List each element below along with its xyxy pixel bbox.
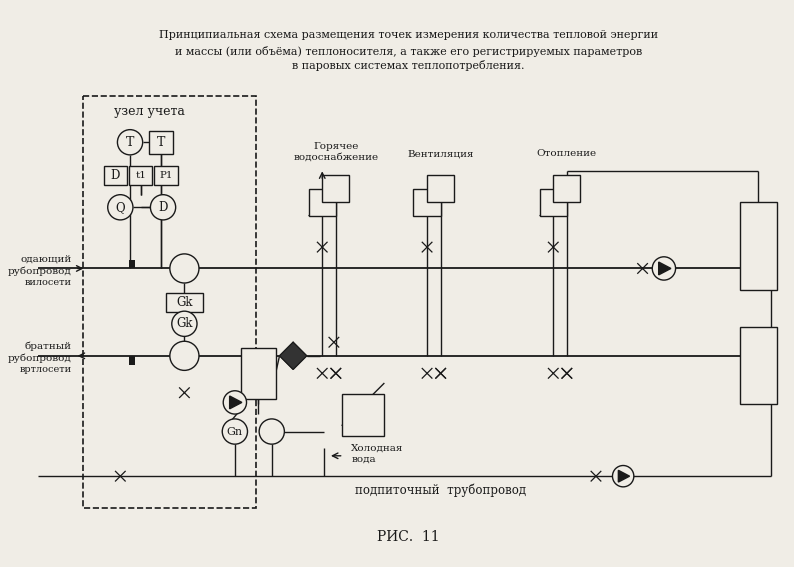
- Text: Gn: Gn: [227, 426, 243, 437]
- Text: братный: братный: [25, 341, 71, 351]
- Bar: [309, 189, 336, 216]
- Text: Отопление: Отопление: [537, 150, 597, 158]
- Bar: [104, 166, 127, 185]
- Polygon shape: [279, 342, 306, 370]
- Bar: [83, 96, 256, 508]
- Circle shape: [612, 466, 634, 487]
- Text: P1: P1: [160, 171, 173, 180]
- Bar: [414, 189, 441, 216]
- Circle shape: [440, 373, 441, 374]
- Bar: [740, 202, 777, 290]
- Text: вилосети: вилосети: [25, 277, 71, 286]
- Circle shape: [322, 246, 323, 248]
- Circle shape: [170, 254, 199, 283]
- Circle shape: [118, 130, 143, 155]
- Text: D: D: [158, 201, 168, 214]
- Circle shape: [335, 373, 337, 374]
- Text: Q: Q: [115, 201, 125, 214]
- Circle shape: [119, 475, 121, 477]
- Bar: [322, 175, 349, 202]
- Polygon shape: [619, 470, 630, 482]
- Bar: [166, 293, 202, 312]
- Text: Холодная
вода: Холодная вода: [352, 444, 403, 464]
- Text: РИС.  11: РИС. 11: [377, 530, 440, 544]
- Circle shape: [566, 373, 568, 374]
- Text: в паровых системах теплопотребления.: в паровых системах теплопотребления.: [292, 60, 525, 71]
- Circle shape: [596, 475, 597, 477]
- Text: D: D: [111, 169, 120, 182]
- Circle shape: [322, 373, 323, 374]
- Bar: [540, 189, 567, 216]
- Text: Gk: Gk: [176, 318, 193, 331]
- Text: вртлосети: вртлосети: [20, 365, 71, 374]
- Circle shape: [183, 392, 185, 393]
- Bar: [341, 393, 384, 437]
- Circle shape: [259, 419, 284, 444]
- Circle shape: [553, 246, 554, 248]
- Circle shape: [222, 419, 248, 444]
- Polygon shape: [229, 396, 242, 409]
- Circle shape: [553, 373, 554, 374]
- Bar: [427, 175, 454, 202]
- Text: Gk: Gk: [176, 296, 193, 309]
- Circle shape: [172, 311, 197, 336]
- Bar: [129, 166, 152, 185]
- Text: Горячее
водоснабжение: Горячее водоснабжение: [293, 142, 379, 162]
- Text: узел учета: узел учета: [114, 105, 185, 118]
- Circle shape: [642, 268, 643, 269]
- Circle shape: [566, 373, 568, 374]
- Circle shape: [426, 373, 428, 374]
- Circle shape: [440, 373, 441, 374]
- Text: t1: t1: [135, 171, 146, 180]
- Circle shape: [426, 246, 428, 248]
- Circle shape: [333, 341, 335, 343]
- Circle shape: [335, 373, 337, 374]
- Bar: [154, 166, 178, 185]
- Polygon shape: [659, 262, 671, 275]
- Text: Вентиляция: Вентиляция: [407, 150, 474, 158]
- Text: Принципиальная схема размещения точек измерения количества тепловой энергии: Принципиальная схема размещения точек из…: [159, 31, 658, 40]
- Text: рубопровод: рубопровод: [8, 354, 71, 363]
- Circle shape: [150, 194, 175, 220]
- Bar: [241, 348, 276, 399]
- Text: T: T: [157, 136, 165, 149]
- Text: и массы (или объёма) теплоносителя, а также его регистрируемых параметров: и массы (или объёма) теплоносителя, а та…: [175, 45, 642, 57]
- Bar: [129, 356, 135, 365]
- Circle shape: [653, 257, 676, 280]
- Circle shape: [108, 194, 133, 220]
- Bar: [129, 260, 135, 268]
- Text: одающий: одающий: [21, 254, 71, 263]
- Circle shape: [170, 341, 199, 370]
- Circle shape: [223, 391, 246, 414]
- Bar: [553, 175, 580, 202]
- Bar: [149, 130, 173, 154]
- Text: T: T: [126, 136, 134, 149]
- Text: рубопровод: рубопровод: [8, 266, 71, 276]
- Bar: [740, 327, 777, 404]
- Text: подпиточный  трубопровод: подпиточный трубопровод: [355, 483, 526, 497]
